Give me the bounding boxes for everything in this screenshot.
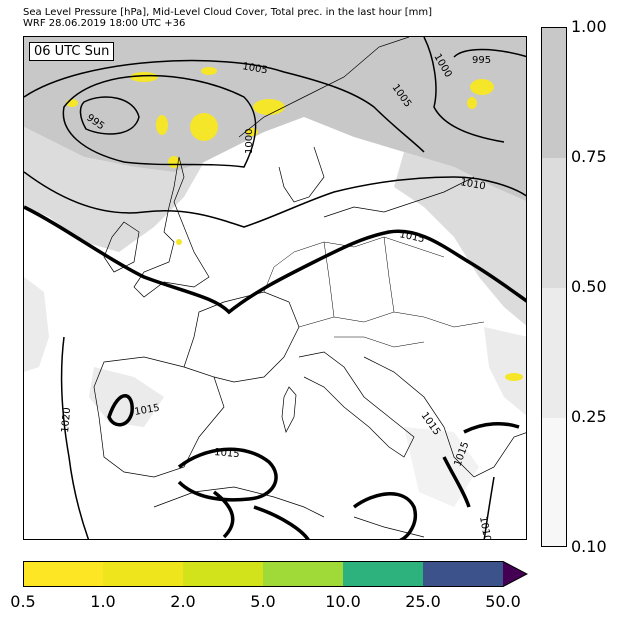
- run-info: WRF 28.06.2019 18:00 UTC +36: [23, 18, 186, 29]
- chart-title: Sea Level Pressure [hPa], Mid-Level Clou…: [23, 7, 433, 18]
- isobar-label: 995: [472, 55, 491, 66]
- precip-tick-label: 25.0: [405, 592, 441, 611]
- country-borders: [263, 236, 485, 348]
- isobar-label: 1020: [60, 407, 73, 433]
- cloud-bin-050-075: [542, 158, 566, 288]
- precip-tick-label: 1.0: [90, 592, 116, 611]
- isobar-995-east: [453, 48, 526, 58]
- coastline-baltic: [323, 176, 475, 218]
- isobar-label: 1015: [214, 447, 240, 460]
- cloud-area-balkan: [404, 427, 479, 507]
- cloud-area-northeast: [394, 152, 526, 326]
- isobar-label: 1005: [241, 61, 268, 76]
- cloud-tick-label: 1.00: [571, 17, 607, 36]
- coastline-france: [183, 291, 300, 383]
- cloud-tick-label: 0.75: [571, 147, 607, 166]
- precip-bin-0.5-1.0: [23, 561, 103, 587]
- map-canvas: 995 995 1000 1000 1005 1005 1010 1015 10…: [24, 37, 526, 540]
- valid-time-label: 06 UTC Sun: [29, 42, 115, 61]
- precipitation-colorbar: [23, 561, 528, 587]
- precip-cell: [130, 72, 158, 82]
- precip-colorbar-outline: [23, 561, 528, 587]
- precip-cell: [253, 99, 285, 115]
- cloud-bin-025-050: [542, 288, 566, 418]
- isobar-1015-iberia: [107, 394, 134, 427]
- precip-bin-25.0-50.0: [423, 561, 503, 587]
- precip-cell: [201, 67, 217, 75]
- coastline-britain: [133, 156, 210, 298]
- cloud-bin-010-025: [542, 418, 566, 546]
- coastline-layer: [93, 37, 526, 538]
- precip-cell: [190, 113, 218, 141]
- isobar-label: 1015: [134, 403, 161, 418]
- precip-bin-over-50.0: [503, 561, 527, 587]
- coastline-italy: [298, 351, 415, 458]
- isobar-1020: [60, 336, 90, 539]
- island-corsica-sardinia: [281, 386, 297, 433]
- precip-bin-2.0-5.0: [183, 561, 263, 587]
- isobar-1015-africa: [212, 490, 417, 539]
- precip-cell: [467, 97, 477, 109]
- forecast-map: 995 995 1000 1000 1005 1005 1010 1015 10…: [23, 36, 527, 540]
- precip-cell: [156, 115, 168, 135]
- isobar-1010: [24, 171, 526, 228]
- coastline-balkans: [363, 356, 526, 478]
- isobar-label: 1010: [477, 516, 492, 540]
- isobar-1010-southeast: [483, 476, 495, 539]
- cloud-tick-label: 0.10: [571, 537, 607, 556]
- isobar-label: 1010: [459, 177, 486, 192]
- precip-tick-label: 0.5: [10, 592, 36, 611]
- cloud-area-north-light: [24, 127, 204, 252]
- cloud-cover-colorbar: [541, 27, 567, 547]
- isobar-label: 1000: [244, 129, 255, 154]
- isobar-label: 1015: [398, 229, 425, 245]
- precip-cell: [470, 79, 494, 95]
- precip-bin-5.0-10.0: [263, 561, 343, 587]
- precip-cell: [505, 373, 523, 381]
- isobar-1015-main: [24, 205, 526, 315]
- isobar-995-west: [79, 96, 140, 135]
- cloud-tick-label: 0.25: [571, 407, 607, 426]
- precip-cell: [176, 239, 182, 245]
- isobar-1000-west: [62, 74, 257, 168]
- precip-bin-10.0-25.0: [343, 561, 423, 587]
- coastline-scandinavia: [238, 37, 410, 203]
- precip-tick-label: 5.0: [250, 592, 276, 611]
- precip-tick-label: 2.0: [170, 592, 196, 611]
- precipitation-layer: [66, 67, 523, 381]
- isobar-1015-med: [177, 447, 278, 502]
- cloud-area-east: [484, 327, 526, 416]
- cloud-bin-075-100: [542, 28, 566, 158]
- isobar-1005: [24, 59, 425, 153]
- precip-tick-label: 10.0: [325, 592, 361, 611]
- coastline-ireland: [103, 221, 140, 273]
- cloud-area-west: [24, 277, 49, 372]
- isobar-1015-east: [442, 421, 520, 508]
- isobar-layer: [24, 37, 526, 539]
- isobar-1000-east: [423, 37, 505, 143]
- precip-bin-1.0-2.0: [103, 561, 183, 587]
- precip-tick-label: 50.0: [485, 592, 521, 611]
- cloud-tick-label: 0.50: [571, 277, 607, 296]
